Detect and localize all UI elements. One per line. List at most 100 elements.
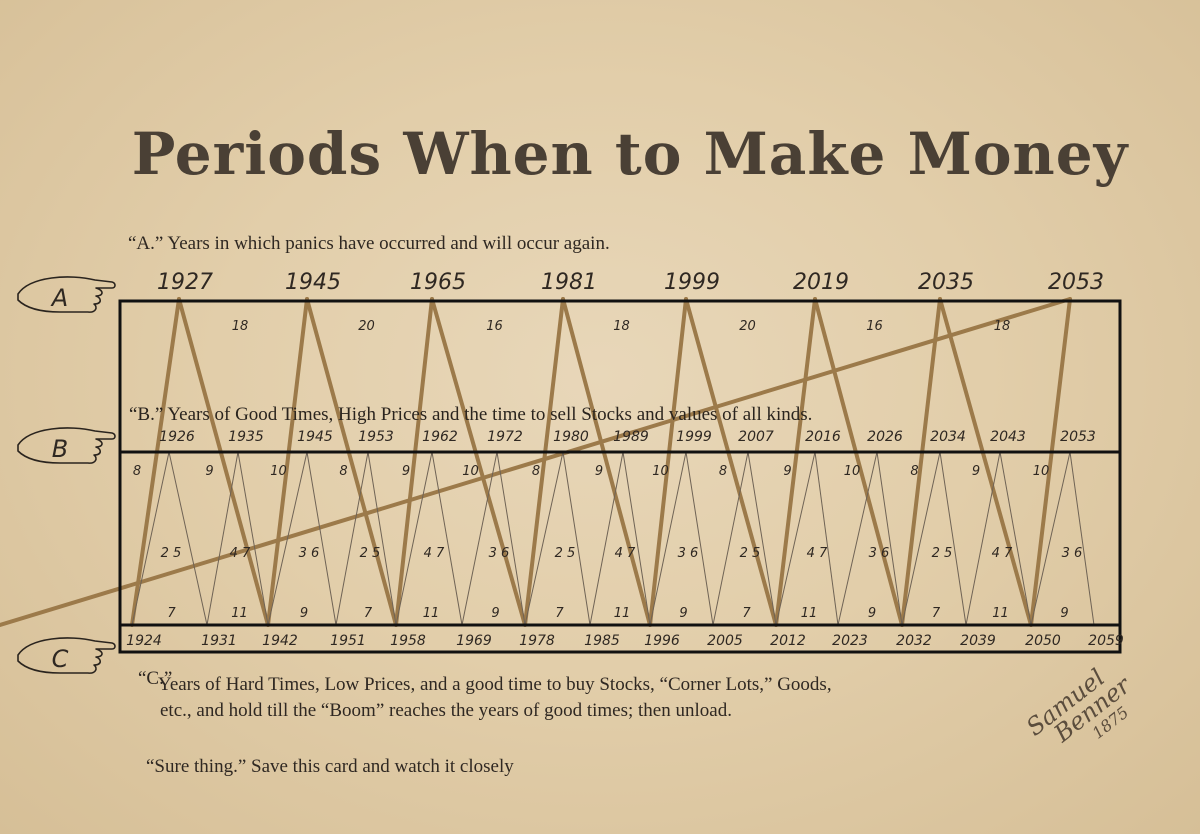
panic-interval-label: 18 xyxy=(994,319,1011,334)
boom-peak-right-stroke xyxy=(939,451,967,626)
boom-peak-left-stroke xyxy=(589,451,624,626)
caption-c-line2: etc., and hold till the “Boom” reaches t… xyxy=(160,700,732,721)
boom-peak-right-stroke xyxy=(622,451,651,626)
boom-year-label: 2007 xyxy=(738,429,774,445)
boom-year-label: 2034 xyxy=(930,429,966,445)
boom-peak-right-stroke xyxy=(814,451,839,626)
boom-interval-label: 10 xyxy=(270,464,287,479)
boom-year-label: 1926 xyxy=(159,429,195,445)
boom-peak-right-stroke xyxy=(306,451,337,626)
boom-peak-left-stroke xyxy=(461,451,498,626)
inner-pair-label: 2 5 xyxy=(740,546,761,561)
caption-a: “A.” Years in which panics have occurred… xyxy=(128,233,610,254)
boom-peak-right-stroke xyxy=(747,451,777,626)
inner-pair-label: 4 7 xyxy=(992,546,1013,561)
boom-peak-right-stroke xyxy=(685,451,714,626)
inner-pair-label: 3 6 xyxy=(869,546,890,561)
boom-peak-left-stroke xyxy=(131,451,170,626)
boom-interval-label: 9 xyxy=(205,464,213,479)
inner-pair-label: 2 5 xyxy=(360,546,381,561)
hard-year-label: 1931 xyxy=(201,633,237,649)
boom-peak-right-stroke xyxy=(562,451,591,626)
hand-label: B xyxy=(52,435,68,463)
hard-year-label: 2039 xyxy=(960,633,996,649)
outer-frame xyxy=(118,299,1122,627)
boom-peak-left-stroke xyxy=(267,451,308,626)
boom-year-label: 1945 xyxy=(297,429,333,445)
boom-interval-label: 8 xyxy=(532,464,540,479)
hard-year-label: 1958 xyxy=(390,633,426,649)
boom-peak-left-stroke xyxy=(775,451,816,626)
hard-year-label: 2005 xyxy=(707,633,743,649)
page-title: Periods When to Make Money xyxy=(131,120,1129,188)
boom-interval-label: 8 xyxy=(910,464,918,479)
inner-pair-label: 2 5 xyxy=(932,546,953,561)
panic-year-label: 1999 xyxy=(664,270,720,295)
panic-peak-right-stroke xyxy=(305,297,398,627)
boom-peak-left-stroke xyxy=(837,451,878,626)
inner-pair-label: 4 7 xyxy=(615,546,636,561)
panic-interval-label: 18 xyxy=(232,319,249,334)
boom-peak-right-stroke xyxy=(999,451,1032,626)
panic-year-label: 1927 xyxy=(157,270,213,295)
boom-peak-right-stroke xyxy=(237,451,269,626)
boom-interval-label: 10 xyxy=(1033,464,1050,479)
pointing-hand-icon xyxy=(17,276,116,313)
hard-interval-label: 9 xyxy=(300,606,308,621)
boom-interval-label: 9 xyxy=(783,464,791,479)
panic-peak-right-stroke xyxy=(938,297,1033,627)
panic-peak-left-stroke xyxy=(394,297,434,627)
boom-year-label: 2053 xyxy=(1060,429,1096,445)
panic-peak-left-stroke xyxy=(523,297,565,627)
boom-peak-left-stroke xyxy=(965,451,1001,626)
boom-year-label: 2043 xyxy=(990,429,1026,445)
boom-interval-label: 8 xyxy=(339,464,347,479)
boom-year-label: 1935 xyxy=(228,429,264,445)
inner-pair-label: 4 7 xyxy=(230,546,251,561)
hard-interval-label: 7 xyxy=(167,606,176,621)
hard-year-label: 1942 xyxy=(262,633,298,649)
panic-year-label: 2035 xyxy=(918,270,974,295)
hard-year-label: 1985 xyxy=(584,633,620,649)
boom-peak-right-stroke xyxy=(876,451,903,626)
hard-interval-label: 11 xyxy=(231,606,248,621)
boom-year-label: 1999 xyxy=(676,429,712,445)
boom-peak-left-stroke xyxy=(524,451,564,626)
boom-peak-left-stroke xyxy=(712,451,749,626)
boom-year-label: 2026 xyxy=(867,429,903,445)
panic-peak-left-stroke xyxy=(1029,297,1072,627)
hard-interval-label: 7 xyxy=(364,606,373,621)
boom-interval-label: 10 xyxy=(462,464,479,479)
panic-peak-right-stroke xyxy=(813,297,904,627)
pointing-hand-icon xyxy=(17,427,116,464)
panic-interval-label: 16 xyxy=(486,319,503,334)
hard-year-label: 2032 xyxy=(896,633,932,649)
panic-interval-label: 20 xyxy=(358,319,375,334)
boom-interval-label: 9 xyxy=(972,464,980,479)
panic-peak-right-stroke xyxy=(0,297,1072,627)
hard-year-label: 1969 xyxy=(456,633,492,649)
panic-peak-left-stroke xyxy=(900,297,942,627)
panic-peak-right-stroke xyxy=(561,297,652,627)
boom-year-label: 1962 xyxy=(422,429,458,445)
inner-pair-label: 2 5 xyxy=(161,546,182,561)
hand-label: C xyxy=(52,645,69,673)
boom-interval-label: 8 xyxy=(719,464,727,479)
boom-interval-label: 10 xyxy=(652,464,669,479)
panic-interval-label: 16 xyxy=(866,319,883,334)
panic-peak-right-stroke xyxy=(430,297,527,627)
inner-pair-label: 3 6 xyxy=(1062,546,1083,561)
caption-c-label: “C.” xyxy=(138,668,173,689)
hard-interval-label: 7 xyxy=(555,606,564,621)
hard-year-label: 1996 xyxy=(644,633,680,649)
boom-peak-left-stroke xyxy=(206,451,239,626)
panic-peak-right-stroke xyxy=(684,297,778,627)
hard-interval-label: 7 xyxy=(742,606,751,621)
boom-year-label: 1972 xyxy=(487,429,523,445)
panic-interval-label: 18 xyxy=(613,319,630,334)
boom-peak-left-stroke xyxy=(1030,451,1071,626)
hard-year-label: 2050 xyxy=(1025,633,1061,649)
inner-pair-label: 4 7 xyxy=(807,546,828,561)
hard-year-label: 1978 xyxy=(519,633,555,649)
hard-interval-label: 11 xyxy=(423,606,440,621)
